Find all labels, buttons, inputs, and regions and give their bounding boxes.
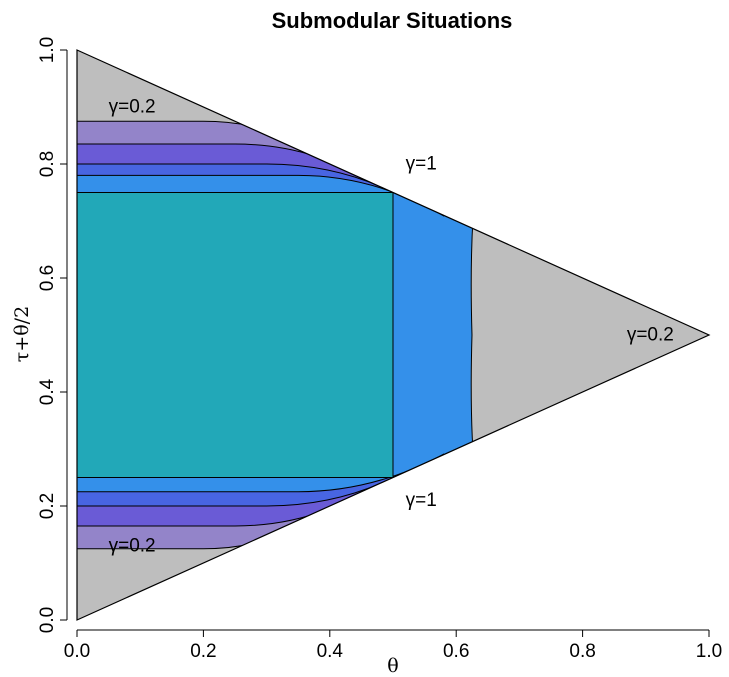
x-tick-label: 0.0	[64, 641, 90, 662]
y-axis-label: τ+θ/2	[11, 306, 33, 362]
y-tick-label: 0.6	[37, 265, 58, 291]
x-tick-label: 0.8	[569, 641, 595, 662]
y-tick-label: 1.0	[37, 37, 58, 63]
x-tick-label: 0.2	[190, 641, 216, 662]
x-axis-label: θ	[387, 655, 398, 677]
x-tick-label: 0.6	[443, 641, 469, 662]
y-tick-label: 0.4	[37, 378, 58, 405]
contour-bands	[77, 50, 709, 620]
contour-label: γ=0.2	[109, 97, 156, 118]
contour-label: γ=1	[406, 490, 437, 511]
x-tick-label: 1.0	[696, 641, 722, 662]
contour-label: γ=0.2	[109, 536, 156, 557]
y-tick-label: 0.8	[37, 151, 58, 177]
y-tick-label: 0.0	[37, 607, 58, 633]
contour-label: γ=0.2	[627, 325, 674, 346]
plateau-region	[77, 192, 394, 478]
y-tick-label: 0.2	[37, 493, 58, 519]
x-tick-label: 0.4	[317, 641, 344, 662]
region-outline	[76, 49, 711, 621]
plot-area	[76, 49, 711, 621]
contour-label: γ=1	[406, 154, 437, 175]
axes: 0.0 0.2 0.4 0.6 0.8 1.0 0.0 0.2 0.4 0.6 0.8 1.0	[37, 37, 722, 662]
chart-title: Submodular Situations	[272, 8, 513, 33]
annotations: γ=0.2 γ=1 γ=0.2 γ=1 γ=0.2	[109, 97, 674, 557]
